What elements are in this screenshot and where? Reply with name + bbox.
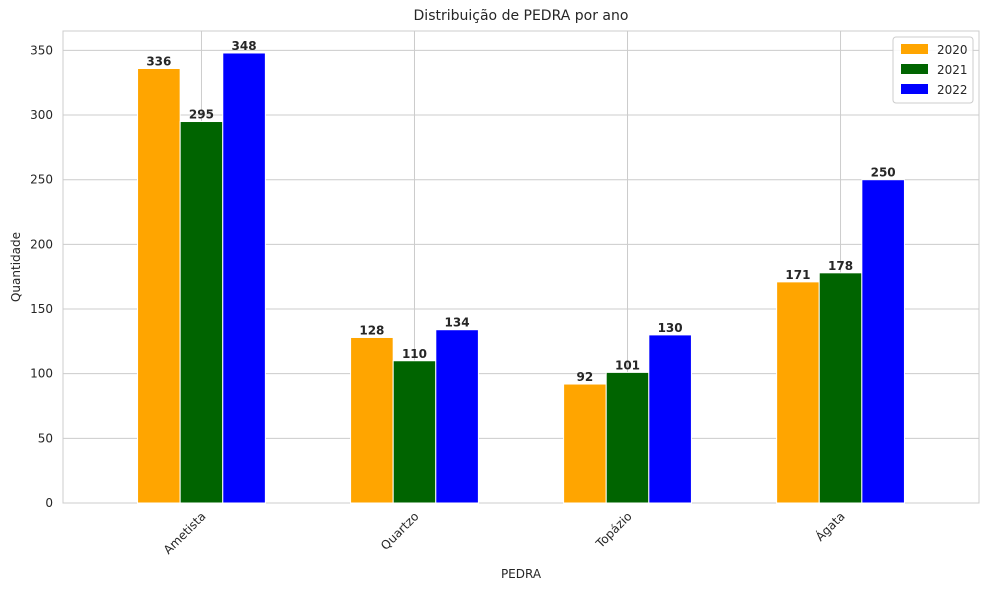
data-label: 348	[232, 39, 257, 53]
y-tick-label: 300	[30, 108, 53, 122]
y-tick-label: 100	[30, 367, 53, 381]
x-tick-label: Quartzo	[378, 509, 422, 553]
legend-label: 2022	[937, 83, 968, 97]
x-tick-label: Topázio	[593, 509, 635, 551]
data-label: 110	[402, 347, 427, 361]
bars-layer	[137, 52, 905, 504]
data-label: 171	[785, 268, 810, 282]
legend: 2020 2021 2022	[892, 36, 974, 104]
legend-label: 2020	[937, 43, 968, 57]
data-label: 134	[445, 316, 470, 330]
y-tick-label: 50	[38, 431, 53, 445]
y-tick-label: 150	[30, 302, 53, 316]
x-axis-label: PEDRA	[501, 567, 542, 581]
y-axis-label: Quantidade	[9, 232, 23, 302]
bar-2020	[350, 336, 394, 504]
data-label: 130	[658, 321, 683, 335]
bar-2020	[563, 383, 607, 504]
data-label: 128	[359, 323, 384, 337]
legend-swatch	[901, 84, 928, 94]
chart-title: Distribuição de PEDRA por ano	[414, 8, 629, 24]
data-label: 295	[189, 108, 214, 122]
legend-label: 2021	[937, 63, 968, 77]
legend-swatch	[901, 64, 928, 74]
bar-2022	[222, 52, 266, 504]
y-tick-label: 250	[30, 173, 53, 187]
data-label: 92	[577, 370, 594, 384]
labels-layer: 336 128 92 171 295 110 101 178 348 134 130 250	[146, 39, 895, 384]
bar-2021	[605, 371, 650, 504]
bar-2021	[179, 121, 224, 504]
y-tick-label: 350	[30, 43, 53, 57]
y-tick-label: 0	[45, 496, 53, 510]
bar-2020	[776, 281, 820, 504]
data-label: 336	[146, 55, 171, 69]
x-tick-label: Ametista	[161, 509, 209, 557]
bar-2022	[648, 334, 692, 504]
bar-2021	[818, 272, 863, 504]
data-label: 250	[871, 166, 896, 180]
data-label: 101	[615, 358, 640, 372]
y-tick-label: 200	[30, 237, 53, 251]
x-tick-label: Ágata	[812, 509, 848, 545]
legend-swatch	[901, 44, 928, 54]
bar-2021	[392, 360, 437, 504]
bar-2022	[861, 179, 905, 504]
bar-2022	[435, 329, 479, 504]
data-label: 178	[828, 259, 853, 273]
plot-frame	[62, 30, 980, 504]
bar-2020	[137, 68, 181, 504]
